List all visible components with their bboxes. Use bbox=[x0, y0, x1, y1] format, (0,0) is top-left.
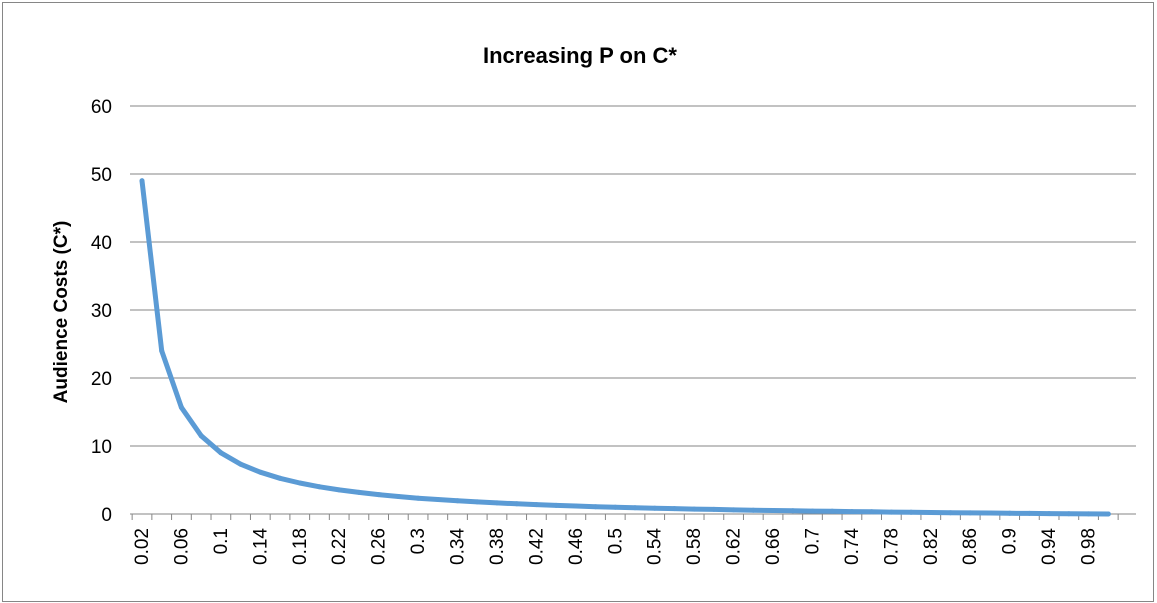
data-point bbox=[514, 501, 520, 507]
x-tick-label: 0.14 bbox=[250, 528, 271, 565]
data-point bbox=[218, 450, 224, 456]
data-point bbox=[455, 498, 460, 504]
x-tick-label: 0.86 bbox=[960, 528, 981, 565]
data-point bbox=[671, 506, 677, 512]
data-point bbox=[376, 492, 382, 498]
x-tick-label: 0.58 bbox=[684, 528, 705, 565]
x-tick-label: 0.54 bbox=[645, 528, 666, 565]
data-point bbox=[770, 508, 776, 513]
data-point bbox=[356, 489, 362, 495]
data-point bbox=[336, 487, 342, 493]
y-tick-label: 30 bbox=[91, 301, 112, 322]
data-point bbox=[987, 510, 993, 516]
data-point bbox=[573, 503, 579, 509]
series-line bbox=[139, 178, 1111, 517]
y-axis-label: Audience Costs (C*) bbox=[51, 221, 72, 404]
x-tick-label: 0.74 bbox=[842, 528, 863, 565]
data-point bbox=[888, 509, 894, 515]
x-tick-label: 0.78 bbox=[881, 528, 902, 565]
data-point bbox=[159, 348, 165, 354]
x-tick-label: 0.1 bbox=[211, 528, 232, 554]
data-point bbox=[474, 499, 480, 505]
data-point bbox=[1026, 510, 1032, 516]
y-tick-labels: 0 10 20 30 40 50 60 bbox=[91, 97, 112, 526]
x-tick-label: 0.18 bbox=[290, 528, 311, 565]
data-point bbox=[395, 494, 401, 499]
data-point bbox=[691, 506, 697, 512]
data-point bbox=[238, 461, 244, 467]
data-point bbox=[533, 502, 539, 508]
data-point bbox=[1066, 511, 1072, 517]
series bbox=[139, 178, 1111, 517]
data-point bbox=[494, 500, 500, 506]
data-point bbox=[928, 510, 934, 515]
data-point bbox=[178, 404, 184, 410]
x-tick-label: 0.34 bbox=[448, 528, 469, 565]
data-point bbox=[869, 509, 875, 515]
x-tick-label: 0.06 bbox=[171, 528, 192, 565]
data-point bbox=[711, 506, 717, 512]
data-point bbox=[967, 510, 973, 516]
data-point bbox=[593, 504, 599, 510]
y-tick-label: 10 bbox=[91, 437, 112, 458]
data-point bbox=[277, 475, 283, 481]
x-tick-label: 0.62 bbox=[724, 528, 745, 565]
data-point bbox=[908, 509, 914, 515]
x-tick-label: 0.38 bbox=[487, 528, 508, 565]
x-tick-label: 0.5 bbox=[605, 528, 626, 554]
data-point bbox=[415, 495, 421, 501]
data-point bbox=[829, 508, 835, 514]
x-tick-labels: 0.02 0.06 0.1 0.14 0.18 0.22 0.26 0.3 0.34 0.38 0.… bbox=[132, 528, 1100, 565]
data-point bbox=[1046, 511, 1052, 517]
y-tick-label: 50 bbox=[91, 165, 112, 186]
y-tick-label: 0 bbox=[101, 505, 112, 526]
x-tick-label: 0.98 bbox=[1079, 528, 1100, 565]
gridlines bbox=[130, 105, 1136, 447]
data-point bbox=[810, 508, 815, 514]
data-point bbox=[1007, 510, 1013, 516]
x-tick-label: 0.02 bbox=[132, 528, 153, 565]
y-tick-label: 40 bbox=[91, 233, 112, 254]
x-tick-label: 0.9 bbox=[1000, 528, 1021, 554]
x-tick-label: 0.22 bbox=[329, 528, 350, 565]
x-tick-label: 0.94 bbox=[1039, 528, 1060, 565]
data-point bbox=[652, 505, 658, 511]
data-point bbox=[612, 504, 618, 510]
x-tick-label: 0.3 bbox=[408, 528, 429, 554]
data-point bbox=[849, 509, 855, 515]
data-point bbox=[435, 497, 441, 502]
chart-title: Increasing P on C* bbox=[483, 43, 677, 68]
x-tick-label: 0.82 bbox=[921, 528, 942, 565]
x-tick-label: 0.46 bbox=[566, 528, 587, 565]
y-tick-label: 20 bbox=[91, 369, 112, 390]
data-point bbox=[632, 505, 638, 511]
data-point bbox=[198, 433, 204, 439]
line-chart: Increasing P on C* Audience Costs (C*) 0… bbox=[51, 43, 1136, 565]
data-point bbox=[731, 507, 737, 513]
data-point bbox=[948, 510, 953, 516]
data-point bbox=[257, 469, 263, 475]
data-point bbox=[1105, 511, 1111, 517]
x-tick-label: 0.42 bbox=[526, 528, 547, 565]
data-point bbox=[1086, 511, 1092, 517]
data-point bbox=[790, 508, 796, 514]
data-point bbox=[553, 502, 559, 508]
y-tick-label: 60 bbox=[91, 97, 112, 118]
x-tick-label: 0.26 bbox=[369, 528, 390, 565]
x-tick-label: 0.7 bbox=[802, 528, 823, 554]
data-point bbox=[297, 480, 303, 486]
data-point bbox=[139, 178, 145, 184]
data-point bbox=[317, 484, 322, 490]
data-point bbox=[750, 507, 756, 513]
x-tick-label: 0.66 bbox=[763, 528, 784, 565]
